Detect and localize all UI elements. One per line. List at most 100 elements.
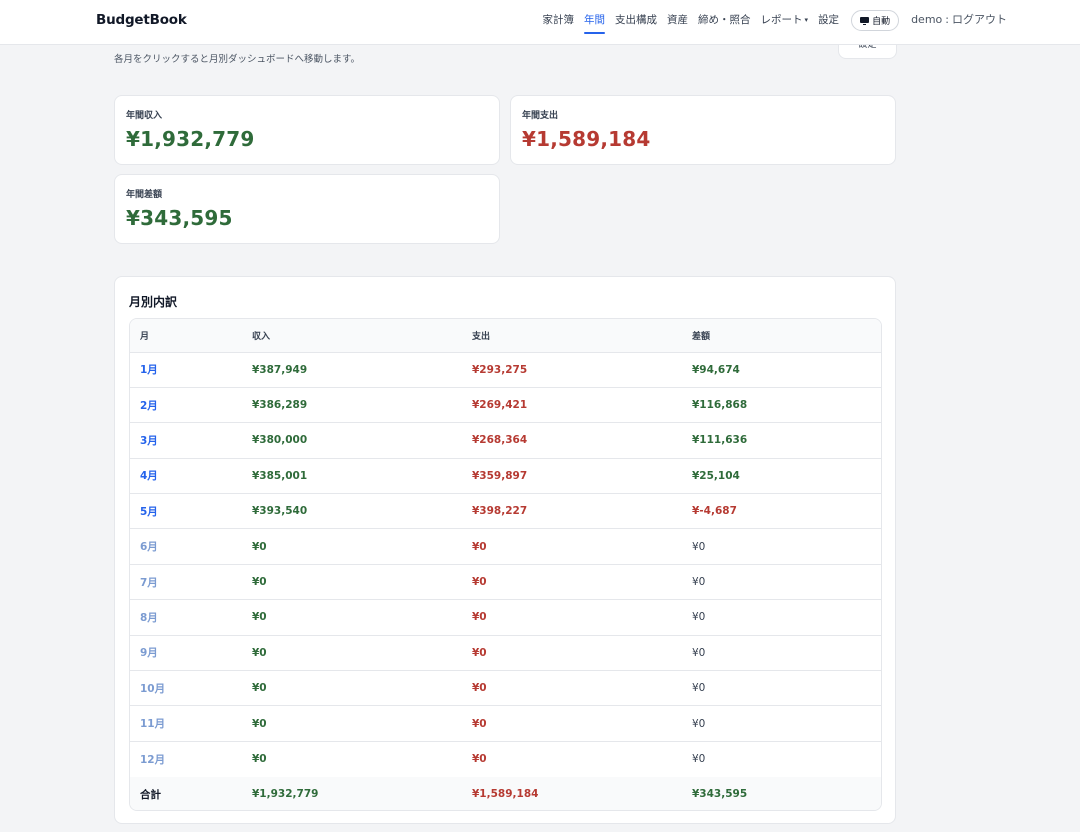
username: demo	[911, 13, 943, 26]
month-link[interactable]: 11月	[140, 718, 166, 731]
table-row: 3月 ¥380,000 ¥268,364 ¥111,636	[130, 422, 881, 459]
annual-net-value: ¥343,595	[126, 206, 233, 230]
income-cell: ¥0	[252, 753, 267, 766]
column-header-income: 収入	[242, 319, 462, 353]
table-row: 1月 ¥387,949 ¥293,275 ¥94,674	[130, 352, 881, 388]
table-cell: ¥0	[682, 528, 881, 565]
column-header-expense: 支出	[462, 319, 682, 353]
settings-button-label: 設定	[858, 40, 877, 50]
nav-annual[interactable]: 年間	[584, 9, 606, 34]
month-link[interactable]: 2月	[140, 399, 158, 412]
nav-reports-dropdown[interactable]: レポート ▾	[761, 9, 809, 31]
table-cell: ¥0	[242, 741, 462, 776]
income-cell: ¥0	[252, 576, 267, 589]
table-cell: ¥398,227	[462, 493, 682, 530]
month-link[interactable]: 9月	[140, 647, 158, 660]
total-label: 合計	[130, 776, 242, 810]
table-cell: 10月	[130, 670, 242, 707]
user-separator: :	[945, 13, 949, 26]
table-cell: ¥0	[462, 705, 682, 742]
table-cell: ¥-4,687	[682, 493, 881, 530]
table-cell: 4月	[130, 458, 242, 495]
difference-cell: ¥94,674	[692, 363, 740, 376]
table-cell: ¥0	[682, 705, 881, 742]
difference-cell: ¥0	[692, 576, 706, 589]
table-row: 8月 ¥0 ¥0 ¥0	[130, 599, 881, 636]
monthly-table-wrapper: 月 収入 支出 差額 1月 ¥387,949 ¥293,275 ¥94,674 2月 ¥3…	[129, 318, 882, 811]
difference-cell: ¥0	[692, 646, 706, 659]
expense-cell: ¥0	[472, 611, 487, 624]
table-cell: 11月	[130, 705, 242, 742]
table-cell: ¥111,636	[682, 422, 881, 459]
month-link[interactable]: 1月	[140, 364, 158, 377]
table-header-row: 月 収入 支出 差額	[130, 319, 881, 353]
month-link[interactable]: 8月	[140, 611, 158, 624]
table-cell: ¥293,275	[462, 352, 682, 388]
difference-cell: ¥116,868	[692, 399, 748, 412]
chevron-down-icon: ▾	[804, 16, 809, 24]
table-cell: ¥0	[682, 564, 881, 601]
expense-cell: ¥398,227	[472, 505, 528, 518]
month-link[interactable]: 10月	[140, 682, 166, 695]
annual-income-label: 年間収入	[126, 111, 163, 121]
brand-logo[interactable]: BudgetBook	[96, 12, 187, 28]
table-cell: 1月	[130, 352, 242, 388]
annual-net-card: 年間差額 ¥343,595	[114, 174, 500, 244]
annual-expense-value: ¥1,589,184	[522, 127, 651, 151]
nav-expense-breakdown[interactable]: 支出構成	[615, 14, 658, 26]
nav-reports-label: レポート	[760, 14, 803, 26]
logout-link[interactable]: ログアウト	[952, 13, 1007, 26]
column-header-month: 月	[130, 319, 242, 353]
month-link[interactable]: 12月	[140, 753, 166, 766]
table-cell: ¥268,364	[462, 422, 682, 459]
nav-settings[interactable]: 設定	[818, 14, 840, 26]
nav-ledger[interactable]: 家計簿	[542, 14, 575, 26]
table-cell: ¥380,000	[242, 422, 462, 459]
table-cell: ¥387,949	[242, 352, 462, 388]
total-difference: ¥343,595	[682, 776, 881, 810]
expense-cell: ¥293,275	[472, 363, 528, 376]
annual-net-label: 年間差額	[126, 190, 163, 200]
table-cell: 3月	[130, 422, 242, 459]
table-cell: ¥0	[242, 599, 462, 636]
table-cell: ¥0	[682, 599, 881, 636]
table-cell: ¥0	[682, 670, 881, 707]
month-link[interactable]: 4月	[140, 470, 158, 483]
table-cell: ¥0	[462, 564, 682, 601]
table-cell: ¥393,540	[242, 493, 462, 530]
table-cell: ¥386,289	[242, 387, 462, 424]
table-cell: ¥0	[242, 528, 462, 565]
income-cell: ¥393,540	[252, 505, 308, 518]
income-cell: ¥385,001	[252, 469, 308, 482]
table-row: 7月 ¥0 ¥0 ¥0	[130, 564, 881, 601]
total-expense: ¥1,589,184	[462, 776, 682, 810]
table-cell: ¥0	[462, 635, 682, 672]
monitor-icon	[860, 17, 870, 25]
table-row: 10月 ¥0 ¥0 ¥0	[130, 670, 881, 707]
table-cell: ¥0	[682, 635, 881, 672]
month-link[interactable]: 6月	[140, 541, 158, 554]
annual-expense-label: 年間支出	[522, 111, 559, 121]
nav-closing-reconcile[interactable]: 締め・照合	[698, 14, 751, 26]
page-subtitle: 各月をクリックすると月別ダッシュボードへ移動します。	[114, 54, 361, 65]
table-row: 5月 ¥393,540 ¥398,227 ¥-4,687	[130, 493, 881, 530]
theme-auto-toggle[interactable]: 自動	[851, 9, 900, 31]
expense-cell: ¥0	[472, 753, 487, 766]
table-cell: ¥0	[682, 741, 881, 776]
month-link[interactable]: 7月	[140, 576, 158, 589]
monthly-table-body: 1月 ¥387,949 ¥293,275 ¥94,674 2月 ¥386,289 ¥269,…	[130, 352, 881, 777]
nav-assets[interactable]: 資産	[667, 14, 689, 26]
monthly-breakdown-title: 月別内訳	[129, 295, 178, 309]
income-cell: ¥0	[252, 682, 267, 695]
theme-auto-label: 自動	[872, 16, 891, 27]
expense-cell: ¥0	[472, 540, 487, 553]
month-link[interactable]: 5月	[140, 505, 158, 518]
total-row: 合計 ¥1,932,779 ¥1,589,184 ¥343,595	[130, 776, 881, 810]
table-cell: ¥359,897	[462, 458, 682, 495]
table-cell: ¥0	[242, 635, 462, 672]
annual-income-value: ¥1,932,779	[126, 127, 255, 151]
month-link[interactable]: 3月	[140, 434, 158, 447]
annual-expense-card: 年間支出 ¥1,589,184	[510, 95, 896, 165]
expense-cell: ¥268,364	[472, 434, 528, 447]
table-cell: 8月	[130, 599, 242, 636]
